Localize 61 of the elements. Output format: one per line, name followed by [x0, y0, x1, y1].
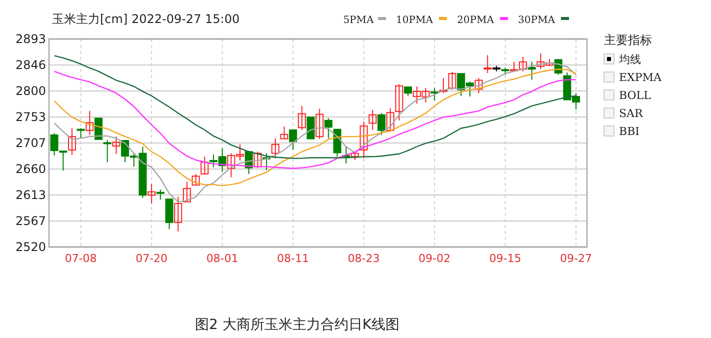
y-tick-label: 2707	[15, 136, 46, 150]
candlestick	[86, 110, 94, 136]
x-tick-label: 08-01	[206, 252, 238, 265]
candlestick	[448, 71, 456, 90]
legend-label: 30PMA	[518, 15, 556, 26]
candlestick	[271, 138, 280, 159]
text: SAR	[619, 107, 644, 120]
y-tick-label: 2660	[15, 162, 46, 176]
text: 主要指标	[604, 33, 652, 47]
y-tick-label: 2567	[15, 214, 46, 228]
candlestick	[156, 189, 164, 200]
candlestick	[298, 105, 306, 130]
candlestick	[386, 108, 394, 131]
legend-label: 5PMA	[343, 15, 375, 26]
legend-label: 10PMA	[396, 15, 434, 26]
candlestick	[280, 126, 288, 140]
text: BBI	[619, 125, 640, 138]
candlestick	[377, 112, 386, 136]
candlestick	[324, 118, 332, 139]
x-tick-label: 09-27	[560, 252, 592, 265]
candlestick	[474, 78, 483, 94]
x-tick-label: 08-23	[348, 252, 380, 265]
x-tick-label: 08-11	[277, 252, 310, 265]
candlestick	[316, 108, 324, 140]
x-tick-label: 07-20	[136, 252, 168, 265]
candlestick	[182, 181, 191, 202]
candlestick	[368, 109, 377, 130]
candlestick	[192, 173, 200, 186]
candlestick	[165, 198, 174, 230]
candlestick	[148, 183, 156, 204]
candlestick	[112, 136, 120, 154]
candlestick	[68, 128, 76, 156]
legend-label: 20PMA	[457, 15, 495, 26]
y-tick-label: 2613	[15, 188, 46, 202]
candlestick	[289, 129, 298, 150]
candlestick	[200, 156, 209, 174]
y-tick-label: 2846	[15, 58, 46, 72]
candlestick	[395, 84, 404, 121]
text: 均线	[618, 53, 641, 66]
candlestick	[103, 139, 112, 163]
x-tick-label: 09-15	[489, 252, 522, 265]
candlestick	[439, 78, 448, 94]
candlestick	[484, 54, 492, 74]
text: BOLL	[619, 89, 652, 102]
chart-title: 玉米主力[cm] 2022-09-27 15:00	[52, 12, 240, 26]
candlestick	[174, 196, 182, 232]
text: EXPMA	[619, 71, 663, 84]
candlestick	[254, 151, 262, 168]
x-tick-label: 07-08	[64, 252, 97, 265]
caption: 图2 大商所玉米主力合约日K线图	[195, 317, 400, 333]
candlestick	[430, 88, 439, 101]
y-tick-label: 2520	[15, 240, 46, 254]
y-tick-label: 2753	[15, 110, 46, 124]
x-tick-label: 09-02	[418, 252, 451, 265]
y-tick-label: 2893	[15, 32, 46, 46]
line-series	[54, 62, 577, 202]
candlestick	[360, 121, 368, 159]
candlestick	[306, 116, 315, 140]
candlestick	[76, 128, 85, 139]
y-tick-label: 2800	[15, 84, 46, 98]
line-series	[54, 68, 577, 186]
